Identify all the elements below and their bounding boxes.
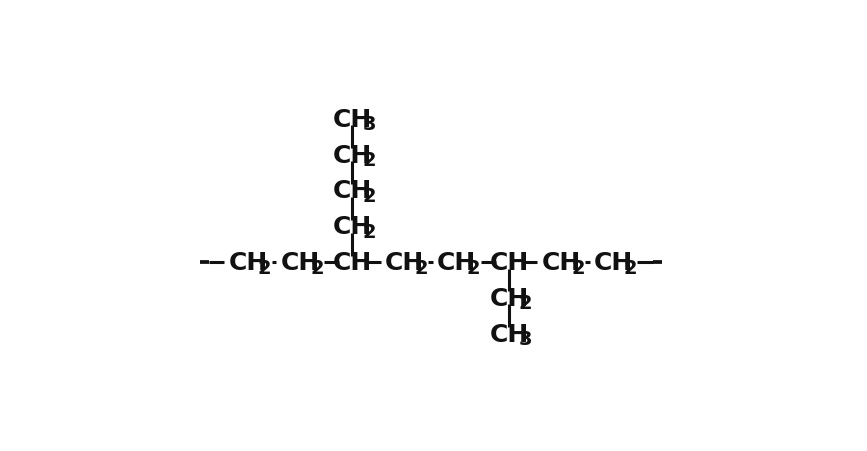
Text: 2: 2 bbox=[519, 294, 532, 313]
Text: CH: CH bbox=[489, 250, 529, 275]
Text: CH: CH bbox=[333, 143, 372, 167]
Text: CH: CH bbox=[333, 108, 372, 132]
Text: 2: 2 bbox=[257, 258, 271, 277]
Text: 3: 3 bbox=[362, 115, 375, 134]
Text: CH: CH bbox=[594, 250, 633, 275]
Text: CH: CH bbox=[542, 250, 581, 275]
Text: 3: 3 bbox=[519, 329, 532, 348]
Text: CH: CH bbox=[437, 250, 476, 275]
Text: 2: 2 bbox=[362, 222, 376, 241]
Text: CH: CH bbox=[333, 179, 372, 203]
Text: CH: CH bbox=[333, 215, 372, 239]
Text: CH: CH bbox=[489, 322, 529, 346]
Text: 2: 2 bbox=[310, 258, 323, 277]
Text: CH: CH bbox=[281, 250, 320, 275]
Text: CH: CH bbox=[489, 286, 529, 310]
Text: 2: 2 bbox=[466, 258, 480, 277]
Text: 2: 2 bbox=[571, 258, 584, 277]
Text: 2: 2 bbox=[414, 258, 428, 277]
Text: CH: CH bbox=[333, 250, 372, 275]
Text: 2: 2 bbox=[362, 187, 376, 206]
Text: 2: 2 bbox=[362, 151, 376, 170]
Text: 2: 2 bbox=[623, 258, 637, 277]
Text: CH: CH bbox=[385, 250, 424, 275]
Text: CH: CH bbox=[228, 250, 268, 275]
